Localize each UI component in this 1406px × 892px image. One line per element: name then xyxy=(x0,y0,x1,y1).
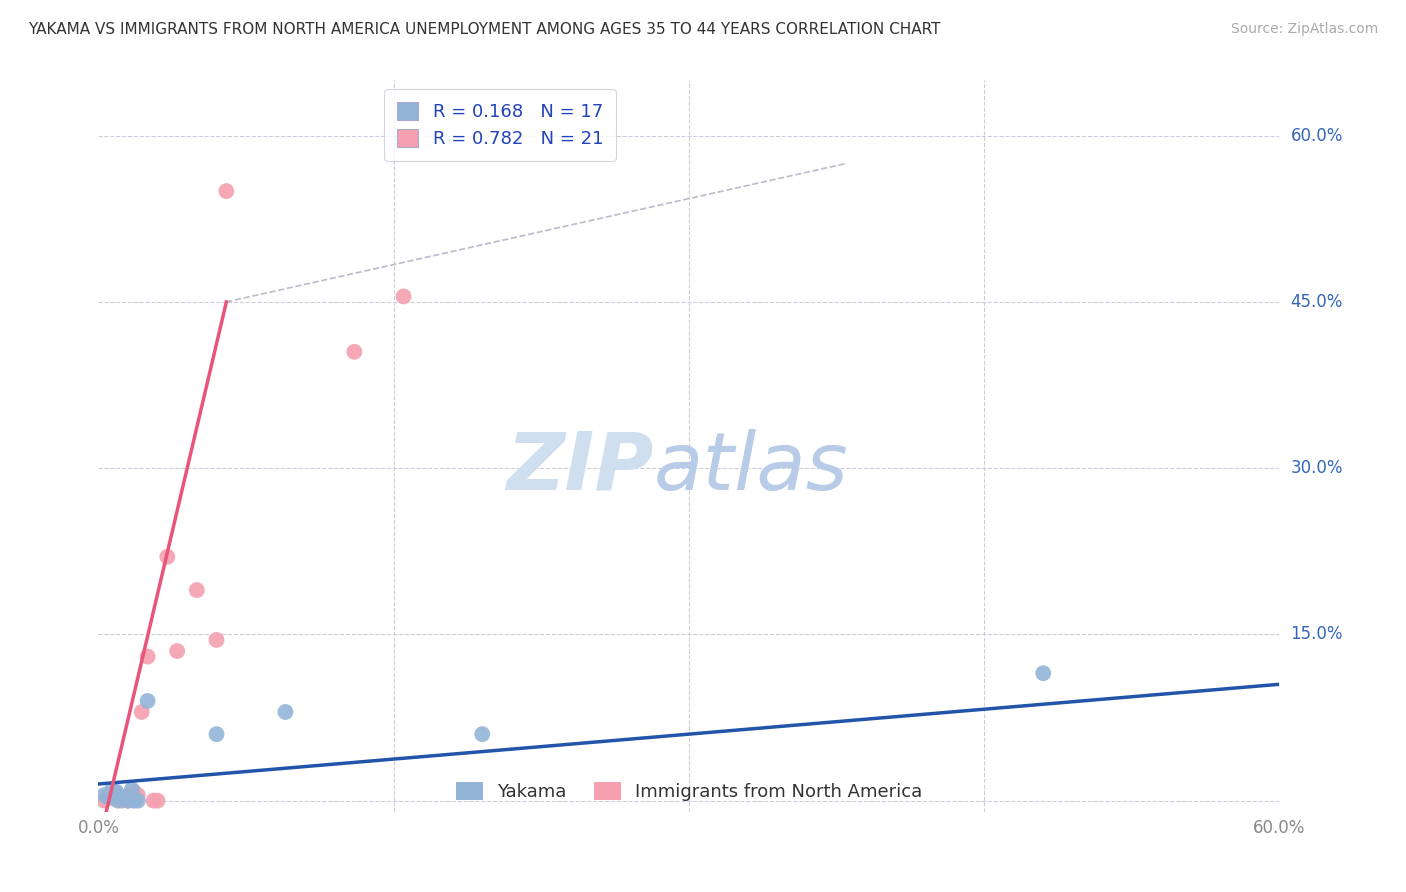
Text: 45.0%: 45.0% xyxy=(1291,293,1343,311)
Point xyxy=(105,785,128,799)
Point xyxy=(166,644,188,658)
Point xyxy=(136,649,159,664)
Point xyxy=(93,794,115,808)
Point xyxy=(122,794,145,808)
Point xyxy=(117,794,139,808)
Point xyxy=(97,790,120,805)
Legend: Yakama, Immigrants from North America: Yakama, Immigrants from North America xyxy=(447,772,931,810)
Point xyxy=(186,583,208,598)
Point xyxy=(136,694,159,708)
Point xyxy=(131,705,153,719)
Point xyxy=(103,791,125,805)
Text: 60.0%: 60.0% xyxy=(1291,127,1343,145)
Point xyxy=(471,727,494,741)
Point xyxy=(117,794,139,808)
Point xyxy=(146,794,169,808)
Point xyxy=(111,794,134,808)
Point xyxy=(1032,666,1054,681)
Point xyxy=(392,289,415,303)
Text: Source: ZipAtlas.com: Source: ZipAtlas.com xyxy=(1230,22,1378,37)
Point xyxy=(127,788,149,802)
Text: YAKAMA VS IMMIGRANTS FROM NORTH AMERICA UNEMPLOYMENT AMONG AGES 35 TO 44 YEARS C: YAKAMA VS IMMIGRANTS FROM NORTH AMERICA … xyxy=(28,22,941,37)
Point xyxy=(156,549,179,564)
Point xyxy=(97,788,120,802)
Point xyxy=(107,788,129,802)
Text: ZIP: ZIP xyxy=(506,429,654,507)
Point xyxy=(101,782,124,797)
Point xyxy=(107,788,129,802)
Text: 30.0%: 30.0% xyxy=(1291,459,1343,477)
Text: atlas: atlas xyxy=(654,429,848,507)
Point xyxy=(107,794,129,808)
Point xyxy=(205,727,228,741)
Point xyxy=(215,184,238,198)
Point xyxy=(122,785,145,799)
Point xyxy=(107,790,129,805)
Point xyxy=(121,782,143,797)
Point xyxy=(103,788,125,802)
Point xyxy=(127,794,149,808)
Point xyxy=(274,705,297,719)
Point xyxy=(205,632,228,647)
Point xyxy=(142,794,165,808)
Point xyxy=(93,788,115,802)
Point xyxy=(343,344,366,359)
Text: 15.0%: 15.0% xyxy=(1291,625,1343,643)
Point xyxy=(118,788,141,802)
Point xyxy=(112,791,135,805)
